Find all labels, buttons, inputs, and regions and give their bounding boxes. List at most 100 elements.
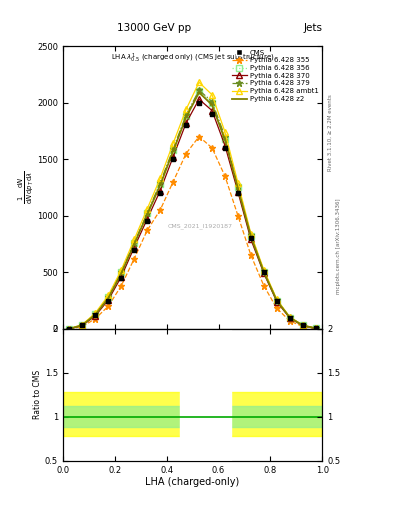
CMS xyxy=(118,274,124,282)
Pythia 6.428 379 xyxy=(106,294,111,300)
Pythia 6.428 370 xyxy=(145,216,149,222)
Pythia 6.428 z2 xyxy=(132,241,137,247)
Pythia 6.428 379 xyxy=(119,269,123,275)
Pythia 6.428 ambt1 xyxy=(67,326,72,332)
Pythia 6.428 356 xyxy=(145,210,149,217)
CMS xyxy=(170,155,176,163)
Line: Pythia 6.428 z2: Pythia 6.428 z2 xyxy=(70,93,316,329)
Pythia 6.428 355 xyxy=(262,283,266,289)
Text: 13000 GeV pp: 13000 GeV pp xyxy=(117,23,191,33)
Pythia 6.428 z2 xyxy=(262,269,266,275)
Pythia 6.428 z2 xyxy=(171,148,176,154)
Line: Pythia 6.428 356: Pythia 6.428 356 xyxy=(66,89,319,332)
Pythia 6.428 370 xyxy=(262,270,266,276)
Pythia 6.428 370 xyxy=(222,142,227,148)
Pythia 6.428 379 xyxy=(210,98,215,104)
Pythia 6.428 z2 xyxy=(249,233,253,240)
Pythia 6.428 355 xyxy=(106,303,111,309)
Pythia 6.428 379 xyxy=(145,210,149,217)
Pythia 6.428 379 xyxy=(184,112,189,118)
Pythia 6.428 ambt1 xyxy=(132,237,137,243)
Pythia 6.428 355 xyxy=(314,326,318,332)
Pythia 6.428 356 xyxy=(236,184,241,190)
Text: mcplots.cern.ch [arXiv:1306.3436]: mcplots.cern.ch [arXiv:1306.3436] xyxy=(336,198,341,293)
Pythia 6.428 355 xyxy=(80,324,85,330)
Pythia 6.428 370 xyxy=(184,120,189,126)
Pythia 6.428 370 xyxy=(106,297,111,303)
CMS xyxy=(287,313,293,322)
Pythia 6.428 355 xyxy=(288,318,292,324)
Pythia 6.428 ambt1 xyxy=(262,267,266,273)
Pythia 6.428 ambt1 xyxy=(301,322,305,328)
CMS xyxy=(222,144,228,152)
Pythia 6.428 379 xyxy=(132,240,137,246)
CMS xyxy=(92,311,99,319)
CMS xyxy=(196,98,202,106)
Pythia 6.428 379 xyxy=(93,311,98,317)
Pythia 6.428 379 xyxy=(301,322,305,328)
Pythia 6.428 355 xyxy=(222,173,227,179)
Pythia 6.428 z2 xyxy=(236,185,241,191)
Line: Pythia 6.428 379: Pythia 6.428 379 xyxy=(66,87,319,332)
Pythia 6.428 356 xyxy=(106,294,111,300)
Pythia 6.428 z2 xyxy=(145,211,149,218)
Pythia 6.428 ambt1 xyxy=(314,325,318,331)
Line: Pythia 6.428 355: Pythia 6.428 355 xyxy=(66,133,319,332)
Pythia 6.428 370 xyxy=(301,323,305,329)
Pythia 6.428 379 xyxy=(236,183,241,189)
CMS xyxy=(66,325,73,333)
Pythia 6.428 z2 xyxy=(106,295,111,302)
Pythia 6.428 z2 xyxy=(80,322,85,328)
CMS xyxy=(157,189,163,197)
CMS xyxy=(261,268,267,276)
CMS xyxy=(144,217,150,225)
Pythia 6.428 355 xyxy=(93,315,98,322)
Pythia 6.428 355 xyxy=(158,207,163,213)
Legend: CMS, Pythia 6.428 355, Pythia 6.428 356, Pythia 6.428 370, Pythia 6.428 379, Pyt: CMS, Pythia 6.428 355, Pythia 6.428 356,… xyxy=(230,48,320,103)
Pythia 6.428 355 xyxy=(171,179,176,185)
Pythia 6.428 370 xyxy=(158,188,163,194)
CMS xyxy=(313,324,319,332)
CMS xyxy=(248,234,254,243)
Pythia 6.428 379 xyxy=(274,297,279,303)
Pythia 6.428 ambt1 xyxy=(80,322,85,328)
Pythia 6.428 379 xyxy=(249,232,253,238)
Pythia 6.428 ambt1 xyxy=(171,140,176,146)
Pythia 6.428 356 xyxy=(80,322,85,328)
Pythia 6.428 ambt1 xyxy=(145,206,149,212)
Pythia 6.428 z2 xyxy=(222,137,227,143)
Pythia 6.428 379 xyxy=(67,326,72,332)
Pythia 6.428 356 xyxy=(210,99,215,105)
Pythia 6.428 ambt1 xyxy=(249,231,253,237)
Pythia 6.428 ambt1 xyxy=(184,106,189,113)
CMS xyxy=(209,110,215,118)
Pythia 6.428 356 xyxy=(288,314,292,321)
Pythia 6.428 370 xyxy=(288,315,292,321)
CMS xyxy=(300,322,306,330)
Text: Rivet 3.1.10, ≥ 2.2M events: Rivet 3.1.10, ≥ 2.2M events xyxy=(328,95,333,172)
Pythia 6.428 ambt1 xyxy=(274,296,279,303)
Pythia 6.428 z2 xyxy=(210,102,215,108)
Pythia 6.428 356 xyxy=(93,311,98,317)
CMS xyxy=(183,121,189,130)
Pythia 6.428 ambt1 xyxy=(197,79,202,86)
Pythia 6.428 379 xyxy=(314,325,318,331)
Pythia 6.428 355 xyxy=(236,212,241,219)
Pythia 6.428 356 xyxy=(301,323,305,329)
Pythia 6.428 355 xyxy=(210,145,215,151)
Pythia 6.428 ambt1 xyxy=(106,292,111,298)
Pythia 6.428 370 xyxy=(132,244,137,250)
Pythia 6.428 ambt1 xyxy=(236,180,241,186)
Text: $\mathrm{LHA}\;\lambda^{1}_{0.5}$ (charged only) (CMS jet substructure): $\mathrm{LHA}\;\lambda^{1}_{0.5}$ (charg… xyxy=(111,52,274,65)
Line: Pythia 6.428 370: Pythia 6.428 370 xyxy=(66,96,319,332)
Pythia 6.428 z2 xyxy=(301,323,305,329)
Pythia 6.428 356 xyxy=(119,269,123,275)
Pythia 6.428 ambt1 xyxy=(210,92,215,98)
Pythia 6.428 z2 xyxy=(274,297,279,304)
Pythia 6.428 355 xyxy=(184,151,189,157)
Pythia 6.428 370 xyxy=(210,108,215,114)
CMS xyxy=(79,322,86,330)
Pythia 6.428 370 xyxy=(236,189,241,195)
Pythia 6.428 370 xyxy=(93,313,98,319)
Pythia 6.428 356 xyxy=(171,147,176,153)
